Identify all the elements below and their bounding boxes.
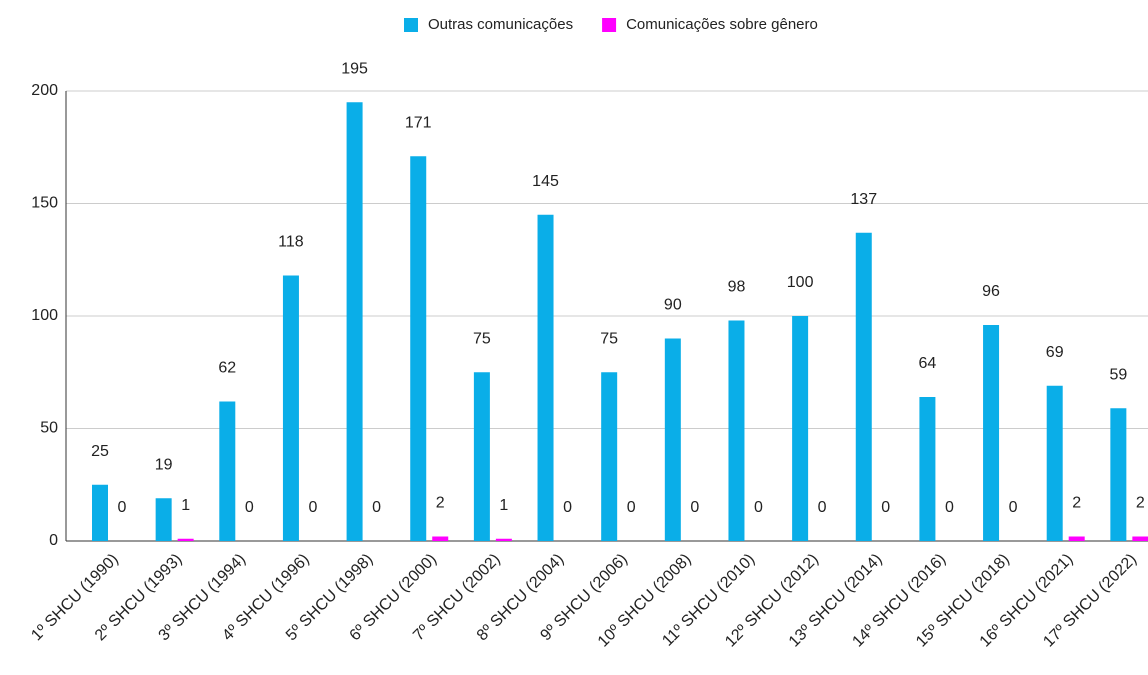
bar bbox=[1110, 408, 1127, 541]
y-tick-label: 200 bbox=[31, 82, 58, 99]
bar bbox=[432, 536, 449, 541]
value-label: 100 bbox=[787, 274, 814, 291]
value-label: 0 bbox=[754, 499, 763, 516]
value-label: 145 bbox=[532, 173, 559, 190]
value-label: 0 bbox=[945, 499, 954, 516]
value-label: 0 bbox=[118, 499, 127, 516]
bar bbox=[473, 372, 490, 541]
value-label: 64 bbox=[919, 355, 937, 372]
legend-swatch bbox=[404, 18, 418, 32]
value-label: 59 bbox=[1109, 366, 1127, 383]
value-label: 195 bbox=[341, 60, 368, 77]
y-tick-label: 100 bbox=[31, 307, 58, 324]
bar bbox=[792, 316, 809, 541]
legend-label: Comunicações sobre gênero bbox=[626, 16, 818, 33]
value-label: 0 bbox=[372, 499, 381, 516]
value-label: 0 bbox=[818, 499, 827, 516]
bar bbox=[177, 538, 194, 541]
bar bbox=[346, 102, 363, 541]
value-label: 137 bbox=[850, 191, 877, 208]
bar bbox=[495, 538, 512, 541]
value-label: 0 bbox=[308, 499, 317, 516]
value-label: 171 bbox=[405, 114, 432, 131]
value-label: 0 bbox=[1009, 499, 1018, 516]
value-label: 25 bbox=[91, 443, 109, 460]
value-label: 0 bbox=[690, 499, 699, 516]
legend-swatch bbox=[602, 18, 617, 32]
bar bbox=[537, 214, 554, 541]
value-label: 90 bbox=[664, 297, 682, 314]
bar bbox=[728, 320, 745, 541]
bar bbox=[282, 275, 299, 541]
value-label: 2 bbox=[436, 495, 445, 512]
y-tick-label: 0 bbox=[49, 532, 58, 549]
bar bbox=[1068, 536, 1085, 541]
bar bbox=[601, 372, 618, 541]
bar bbox=[219, 401, 236, 541]
value-label: 75 bbox=[600, 330, 618, 347]
bar bbox=[410, 156, 427, 541]
value-label: 98 bbox=[728, 279, 746, 296]
bar bbox=[92, 484, 108, 541]
bar bbox=[983, 325, 1000, 541]
value-label: 96 bbox=[982, 283, 1000, 300]
value-label: 118 bbox=[278, 234, 304, 251]
y-tick-label: 150 bbox=[31, 195, 58, 212]
bar bbox=[855, 232, 872, 541]
legend-label: Outras comunicações bbox=[428, 16, 573, 33]
bar bbox=[664, 338, 681, 541]
value-label: 69 bbox=[1046, 344, 1064, 361]
value-label: 2 bbox=[1136, 495, 1145, 512]
value-label: 2 bbox=[1072, 495, 1081, 512]
y-tick-label: 50 bbox=[40, 420, 58, 437]
bar bbox=[1132, 536, 1148, 541]
value-label: 0 bbox=[563, 499, 572, 516]
value-label: 0 bbox=[627, 499, 636, 516]
value-label: 0 bbox=[881, 499, 890, 516]
value-label: 0 bbox=[245, 499, 254, 516]
value-label: 62 bbox=[218, 360, 236, 377]
bar bbox=[919, 397, 936, 541]
bar bbox=[1046, 385, 1063, 541]
value-label: 75 bbox=[473, 330, 491, 347]
value-label: 1 bbox=[181, 497, 190, 514]
value-label: 19 bbox=[155, 456, 173, 473]
value-label: 1 bbox=[499, 497, 508, 514]
bar bbox=[155, 498, 172, 541]
